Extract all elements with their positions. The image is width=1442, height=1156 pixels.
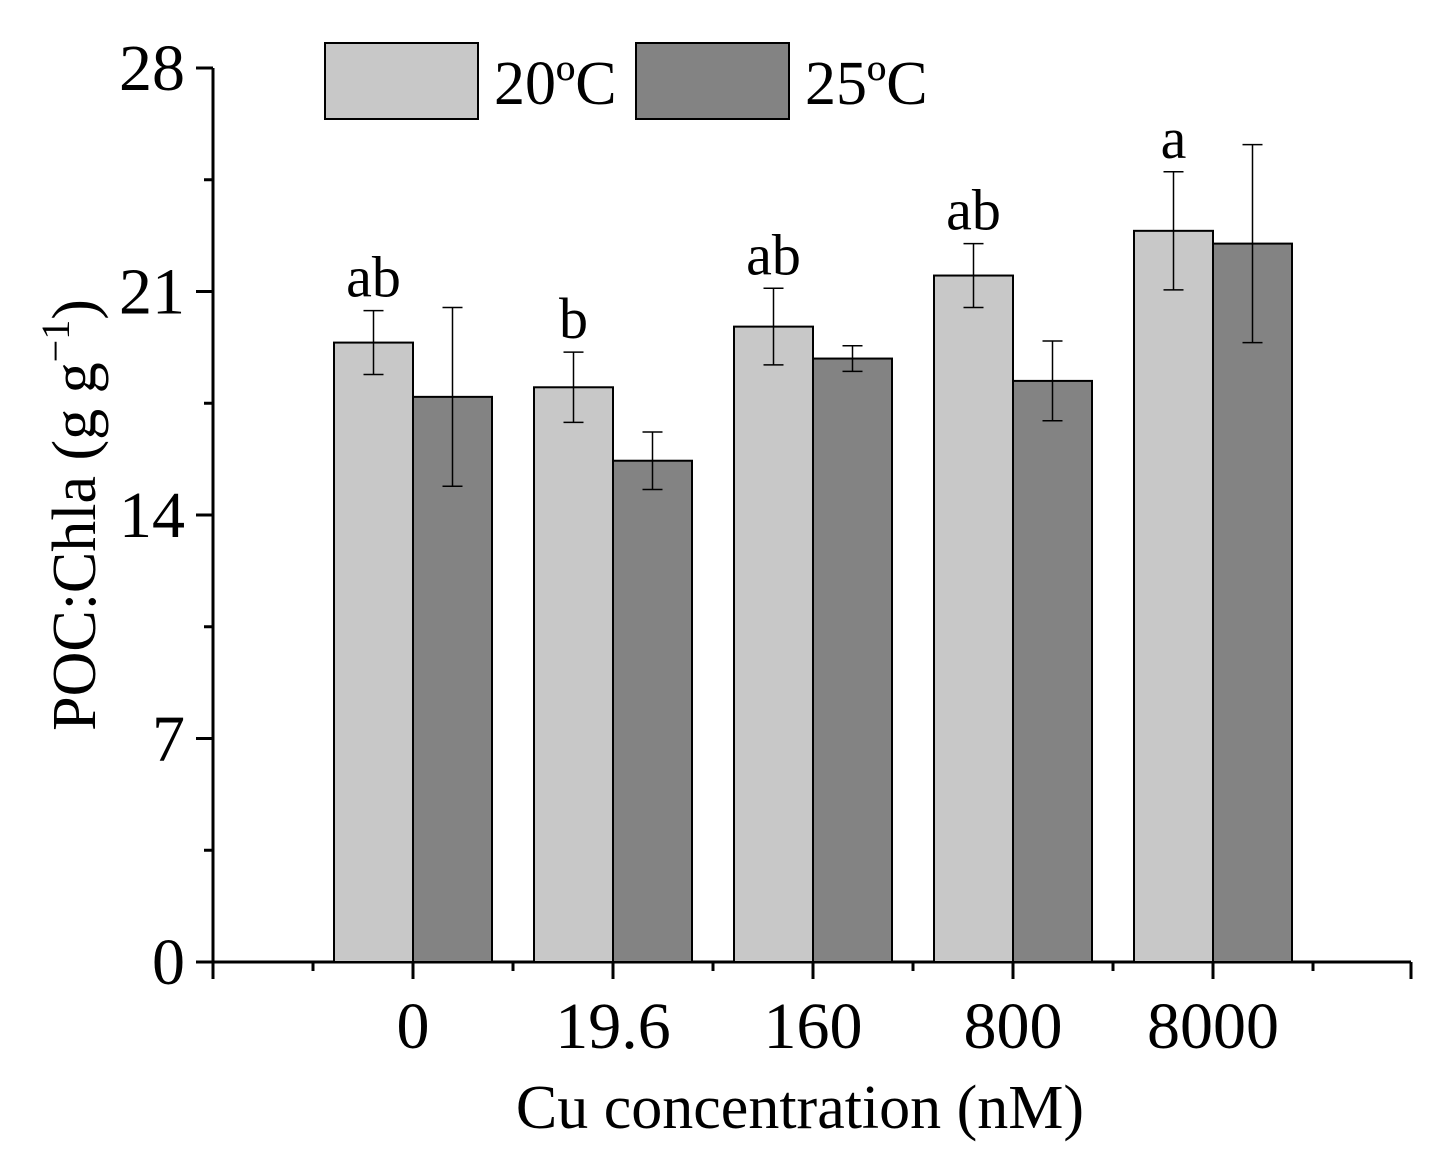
- bar: [1012, 379, 1093, 963]
- x-tick-label: 19.6: [555, 990, 671, 1063]
- bar: [812, 357, 893, 963]
- bar: [533, 386, 614, 963]
- significance-letter: b: [559, 286, 588, 351]
- significance-letters: ab b ab ab a: [346, 106, 1186, 351]
- x-tick-label: 800: [964, 990, 1063, 1063]
- legend-swatch-25c: [635, 42, 790, 120]
- bar: [1133, 229, 1214, 964]
- bars: [333, 229, 1293, 964]
- significance-letter: ab: [946, 178, 1001, 243]
- significance-letter: ab: [346, 245, 401, 310]
- y-tick-label: 14: [119, 479, 185, 552]
- bar: [733, 325, 814, 964]
- y-tick-label: 7: [152, 703, 185, 776]
- error-bars: [363, 143, 1263, 491]
- y-axis-title-superscript: −1: [33, 320, 78, 363]
- x-tick-label: 160: [764, 990, 863, 1063]
- y-axis-title-close: ): [41, 299, 109, 320]
- bar: [933, 274, 1014, 963]
- y-axis-title: POC:Chla (g g−1): [33, 299, 109, 731]
- y-tick-label: 21: [119, 256, 185, 329]
- bar: [1212, 242, 1293, 964]
- x-tick-label: 0: [397, 990, 430, 1063]
- legend-label-20c: 20ºC: [494, 50, 617, 118]
- legend-label-25c: 25ºC: [805, 50, 928, 118]
- significance-letter: ab: [746, 222, 801, 287]
- y-tick-label: 0: [152, 926, 185, 999]
- legend: 20ºC 25ºC: [324, 42, 928, 120]
- significance-letter: a: [1161, 106, 1187, 171]
- legend-swatch-20c: [324, 42, 479, 120]
- x-tick-label: 8000: [1147, 990, 1279, 1063]
- x-axis-title: Cu concentration (nM): [516, 1074, 1084, 1142]
- bar: [612, 459, 693, 963]
- ticks: 0 7 14 21 28 0 19.6 160 800 8000: [119, 32, 1413, 1063]
- bar: [412, 395, 493, 964]
- bar: [333, 341, 414, 964]
- y-axis-title-main: POC:Chla (g g: [41, 362, 109, 731]
- y-tick-label: 28: [119, 32, 185, 105]
